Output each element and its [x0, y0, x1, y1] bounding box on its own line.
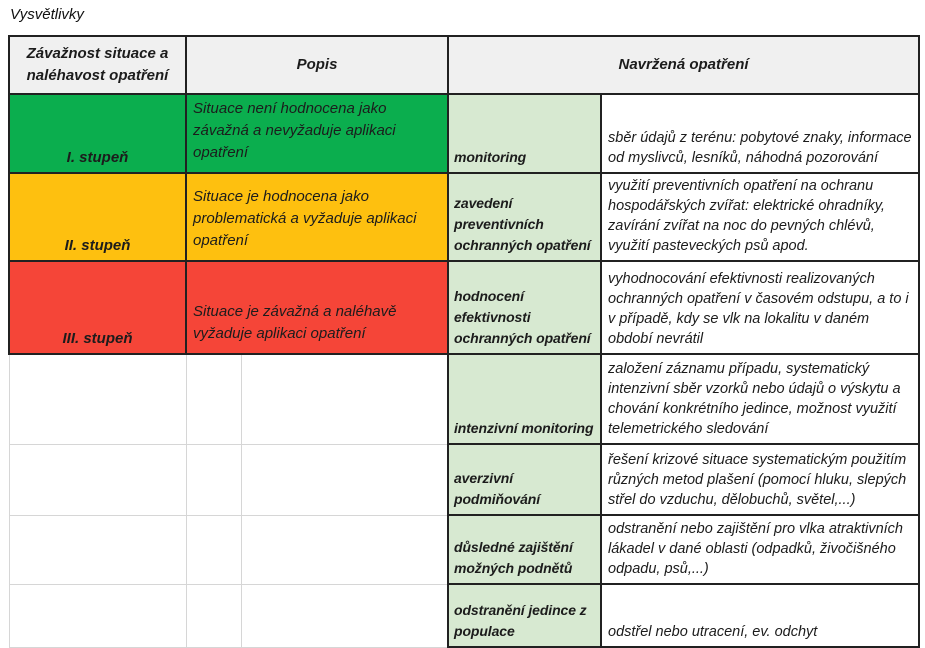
col-header-navrzena-opatreni: Navržená opatření [446, 35, 921, 95]
measure-detail-cell: založení záznamu případu, systematický i… [599, 353, 921, 445]
empty-cell [8, 353, 187, 445]
table-row-level-2: II. stupeň Situace je hodnocena jako pro… [8, 172, 921, 262]
col-header-severity: Závažnost situace a naléhavost opatření [8, 35, 187, 95]
empty-cell [240, 514, 449, 585]
severity-description-cell: Situace je závažná a naléhavě vyžaduje a… [185, 260, 449, 355]
measure-name-cell: hodnocení efektivnosti ochranných opatře… [447, 260, 602, 355]
measure-name-cell: intenzivní monitoring [447, 353, 602, 445]
measure-name-cell: averzivní podmiňování [447, 443, 602, 516]
severity-level-cell: III. stupeň [8, 260, 187, 355]
empty-cell [8, 514, 187, 585]
measure-name-cell: monitoring [447, 93, 602, 174]
empty-cell [185, 514, 242, 585]
measure-detail-cell: řešení krizové situace systematickým pou… [599, 443, 921, 516]
empty-cell [185, 443, 242, 516]
page-title: Vysvětlivky [10, 6, 84, 23]
measure-detail-cell: odstranění nebo zajištění pro vlka atrak… [599, 514, 921, 585]
empty-cell [8, 583, 187, 648]
measure-detail-cell: vyhodnocování efektivnosti realizovaných… [599, 260, 921, 355]
measure-detail-cell: odstřel nebo utracení, ev. odchyt [599, 583, 921, 648]
table-row-measure-6: důsledné zajištění možných podnětů odstr… [8, 514, 921, 585]
col-header-popis: Popis [185, 35, 449, 95]
empty-cell [240, 443, 449, 516]
severity-description-cell: Situace není hodnocena jako závažná a ne… [185, 93, 449, 174]
severity-level-cell: I. stupeň [8, 93, 187, 174]
measure-name-cell: zavedení preventivních ochranných opatře… [447, 172, 602, 262]
table-row-level-1: I. stupeň Situace není hodnocena jako zá… [8, 93, 921, 174]
table-row-level-3: III. stupeň Situace je závažná a naléhav… [8, 260, 921, 355]
measure-detail-cell: využití preventivních opatření na ochran… [599, 172, 921, 262]
empty-cell [240, 583, 449, 648]
measure-name-cell: odstranění jedince z populace [447, 583, 602, 648]
table-row-measure-4: intenzivní monitoring založení záznamu p… [8, 353, 921, 445]
table-row-measure-5: averzivní podmiňování řešení krizové sit… [8, 443, 921, 516]
empty-cell [185, 583, 242, 648]
empty-cell [240, 353, 449, 445]
severity-description-cell: Situace je hodnocena jako problematická … [185, 172, 449, 262]
legend-table: Závažnost situace a naléhavost opatření … [8, 35, 921, 648]
header-row: Závažnost situace a naléhavost opatření … [8, 35, 921, 95]
measure-name-cell: důsledné zajištění možných podnětů [447, 514, 602, 585]
empty-cell [8, 443, 187, 516]
empty-cell [185, 353, 242, 445]
measure-detail-cell: sběr údajů z terénu: pobytové znaky, inf… [599, 93, 921, 174]
table-row-measure-7: odstranění jedince z populace odstřel ne… [8, 583, 921, 648]
severity-level-cell: II. stupeň [8, 172, 187, 262]
